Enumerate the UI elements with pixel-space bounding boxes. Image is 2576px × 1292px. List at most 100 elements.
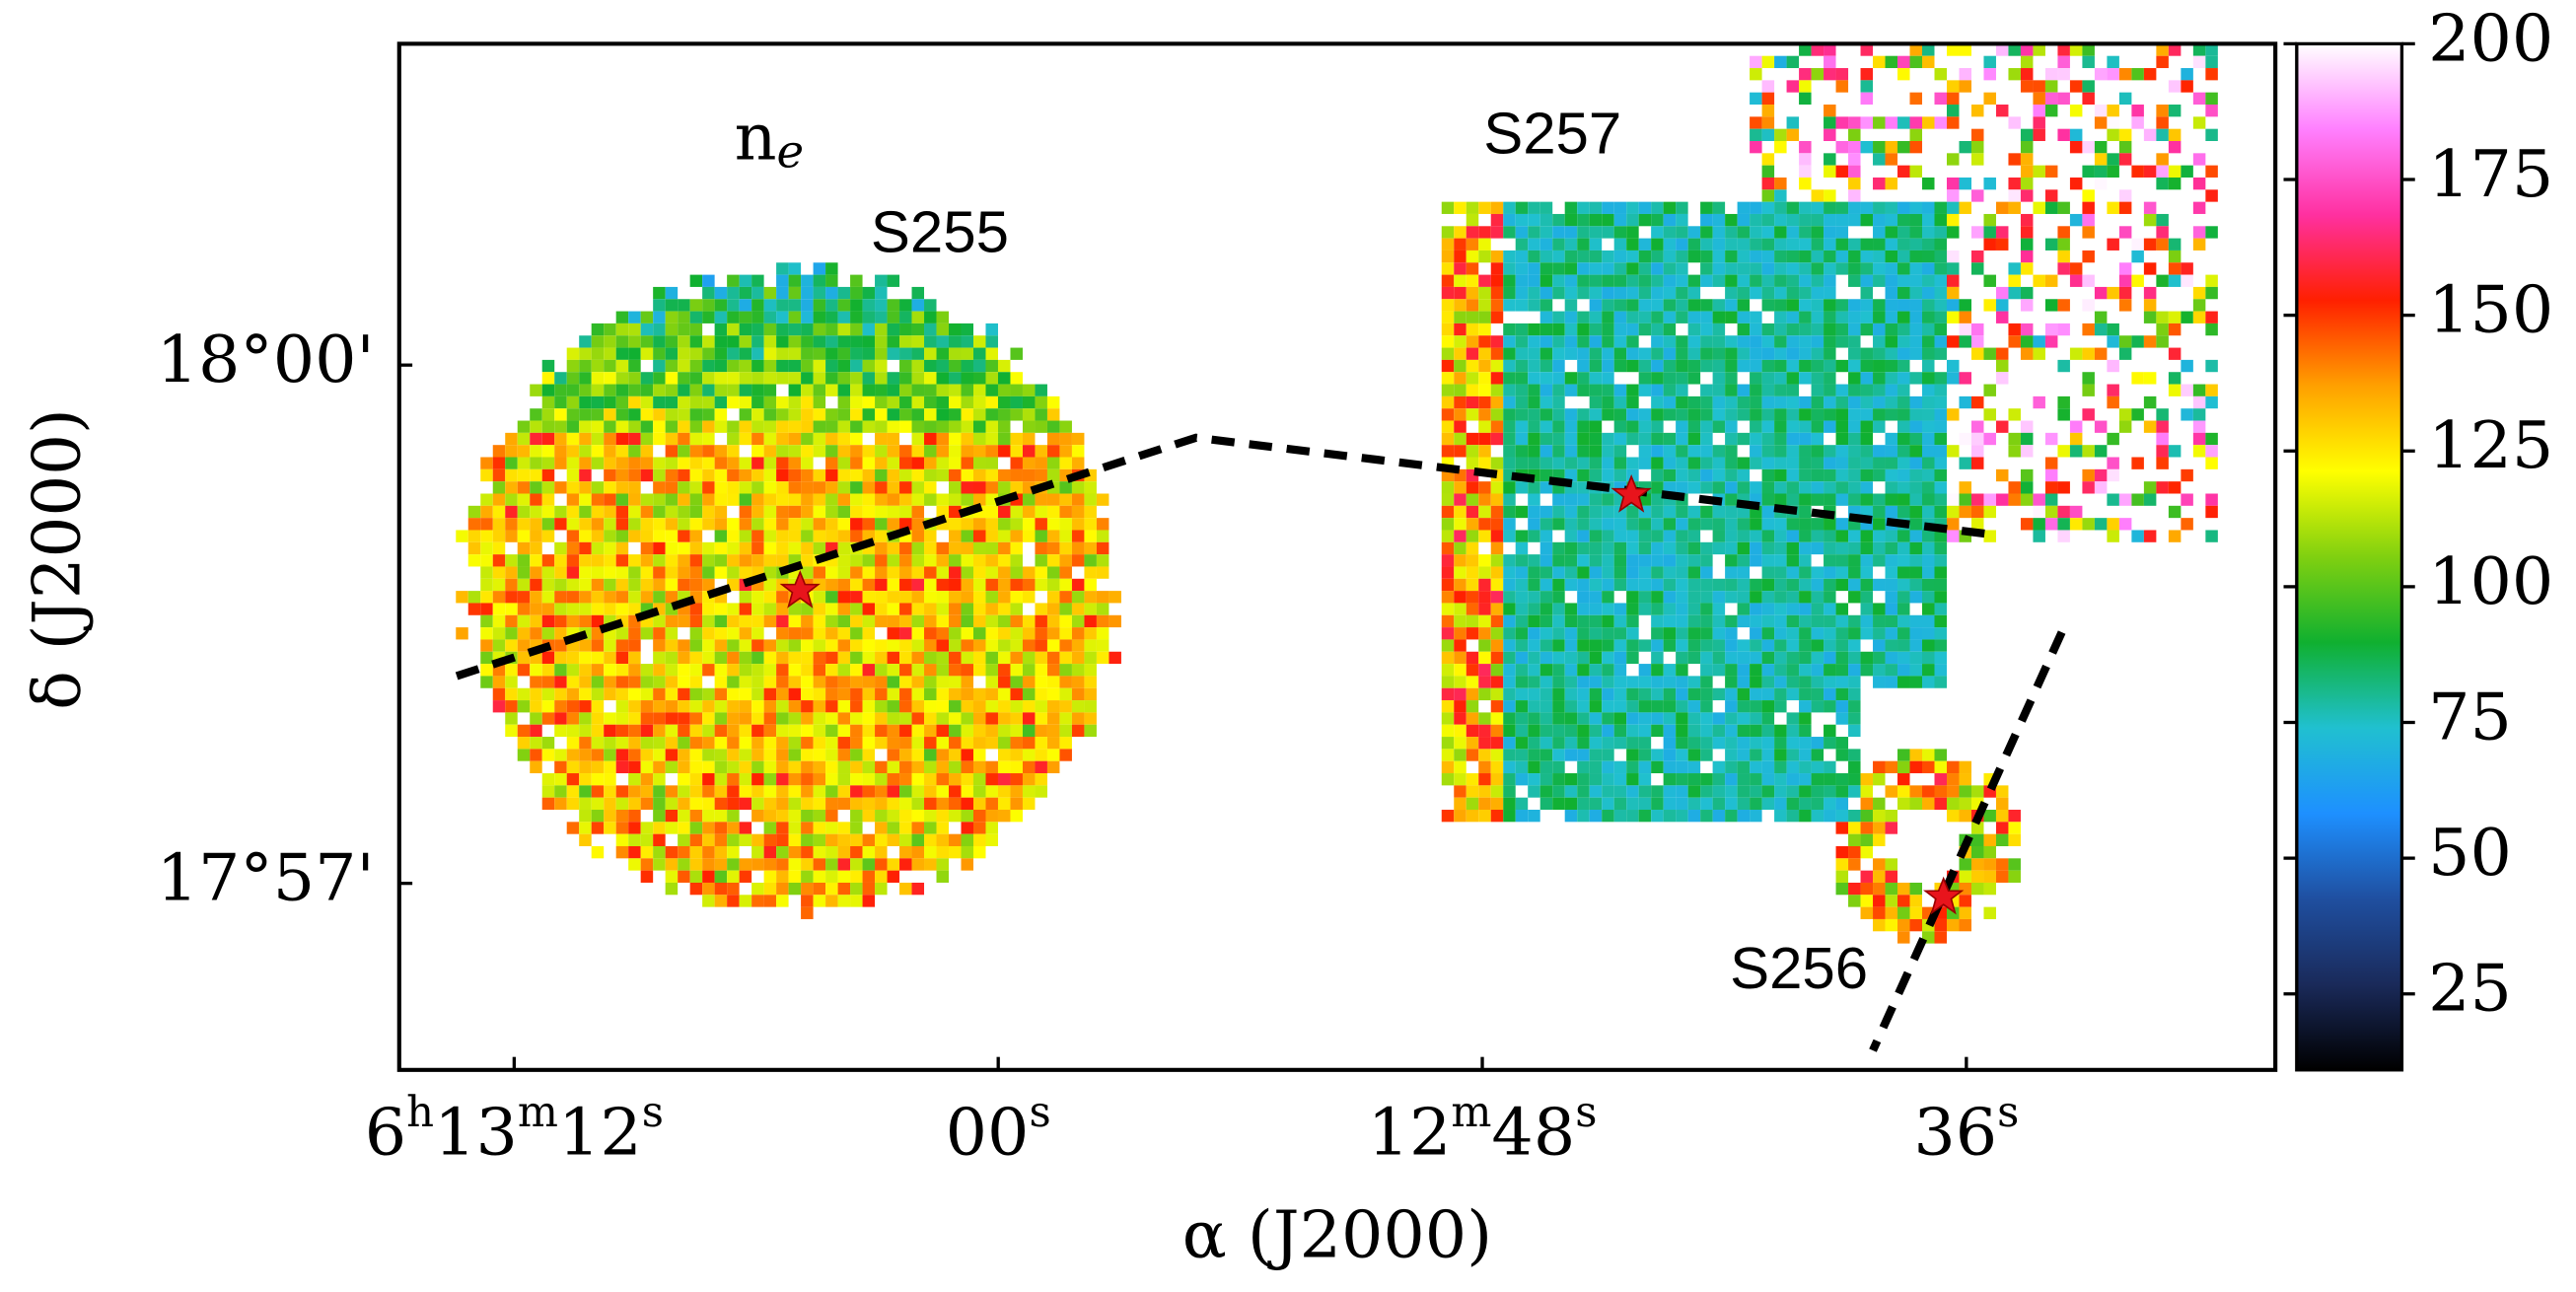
map-pixel xyxy=(1491,566,1503,578)
map-pixel xyxy=(493,458,505,469)
map-pixel xyxy=(1491,335,1503,347)
map-pixel xyxy=(666,737,678,749)
map-pixel xyxy=(850,712,862,724)
map-pixel xyxy=(1639,239,1651,251)
map-pixel xyxy=(1725,785,1737,797)
map-pixel xyxy=(1651,275,1663,287)
map-pixel xyxy=(1626,712,1638,724)
map-pixel xyxy=(1836,360,1848,372)
map-pixel xyxy=(1873,603,1885,614)
map-pixel xyxy=(1738,239,1750,251)
map-pixel xyxy=(702,481,714,493)
map-pixel xyxy=(1540,603,1552,614)
map-pixel xyxy=(1552,798,1564,810)
map-pixel xyxy=(1700,323,1712,335)
map-pixel xyxy=(1651,603,1663,614)
map-pixel xyxy=(666,846,678,858)
map-pixel xyxy=(554,506,566,518)
map-pixel xyxy=(579,542,591,554)
map-pixel xyxy=(1047,433,1059,445)
map-pixel xyxy=(962,385,973,396)
map-pixel xyxy=(1824,458,1835,469)
map-pixel xyxy=(2070,129,2082,141)
map-pixel xyxy=(1886,458,1897,469)
map-pixel xyxy=(1750,773,1761,785)
map-pixel xyxy=(1750,141,1761,153)
map-pixel xyxy=(1897,433,1909,445)
map-pixel xyxy=(628,688,640,700)
map-pixel xyxy=(1688,627,1700,639)
map-pixel xyxy=(641,761,653,773)
map-pixel xyxy=(1676,664,1687,676)
map-pixel xyxy=(702,871,714,883)
map-pixel xyxy=(2169,129,2181,141)
map-pixel xyxy=(1725,566,1737,578)
map-pixel xyxy=(776,348,788,360)
map-pixel xyxy=(1676,312,1687,323)
map-pixel xyxy=(2045,335,2057,347)
y-tick-label: 18°00' xyxy=(157,322,375,396)
map-pixel xyxy=(1910,251,1922,262)
map-pixel xyxy=(1886,883,1897,895)
map-pixel xyxy=(912,822,924,833)
map-pixel xyxy=(1910,554,1922,566)
map-pixel xyxy=(924,652,936,664)
map-pixel xyxy=(740,798,751,810)
map-pixel xyxy=(1072,700,1084,712)
map-pixel xyxy=(1824,408,1835,420)
map-pixel xyxy=(740,408,751,420)
map-pixel xyxy=(2156,335,2168,347)
map-pixel xyxy=(542,372,554,384)
map-pixel xyxy=(702,408,714,420)
map-pixel xyxy=(1897,312,1909,323)
map-pixel xyxy=(1552,676,1564,687)
map-pixel xyxy=(1824,810,1835,822)
map-pixel xyxy=(2057,408,2069,420)
map-pixel xyxy=(2156,312,2168,323)
map-pixel xyxy=(912,312,924,323)
map-pixel xyxy=(1528,239,1539,251)
map-pixel xyxy=(1023,785,1035,797)
map-pixel xyxy=(764,372,776,384)
map-pixel xyxy=(554,798,566,810)
map-pixel xyxy=(1922,251,1934,262)
map-pixel xyxy=(801,688,813,700)
map-pixel xyxy=(1934,773,1946,785)
map-pixel xyxy=(1590,700,1602,712)
map-pixel xyxy=(616,469,628,481)
map-pixel xyxy=(579,554,591,566)
map-pixel xyxy=(825,798,837,810)
map-pixel xyxy=(592,712,604,724)
map-pixel xyxy=(838,761,850,773)
map-pixel xyxy=(678,385,689,396)
map-pixel xyxy=(1983,871,1995,883)
map-pixel xyxy=(2008,262,2020,274)
map-pixel xyxy=(542,603,554,614)
map-pixel xyxy=(1072,712,1084,724)
map-pixel xyxy=(616,542,628,554)
map-pixel xyxy=(641,785,653,797)
map-pixel xyxy=(924,834,936,846)
map-pixel xyxy=(2144,129,2156,141)
map-pixel xyxy=(715,737,727,749)
map-pixel xyxy=(1651,615,1663,627)
map-pixel xyxy=(888,737,899,749)
map-pixel xyxy=(1552,275,1564,287)
map-pixel xyxy=(937,566,949,578)
map-pixel xyxy=(1934,785,1946,797)
map-pixel xyxy=(2057,518,2069,530)
map-pixel xyxy=(1897,627,1909,639)
map-pixel xyxy=(653,858,665,870)
map-pixel xyxy=(850,360,862,372)
map-pixel xyxy=(1934,433,1946,445)
map-pixel xyxy=(480,542,492,554)
map-pixel xyxy=(1059,554,1071,566)
map-pixel xyxy=(1565,262,1577,274)
map-pixel xyxy=(1897,239,1909,251)
map-pixel xyxy=(653,530,665,541)
map-pixel xyxy=(1084,664,1096,676)
map-pixel xyxy=(1577,554,1589,566)
map-pixel xyxy=(616,798,628,810)
map-pixel xyxy=(1528,372,1539,384)
map-pixel xyxy=(666,530,678,541)
